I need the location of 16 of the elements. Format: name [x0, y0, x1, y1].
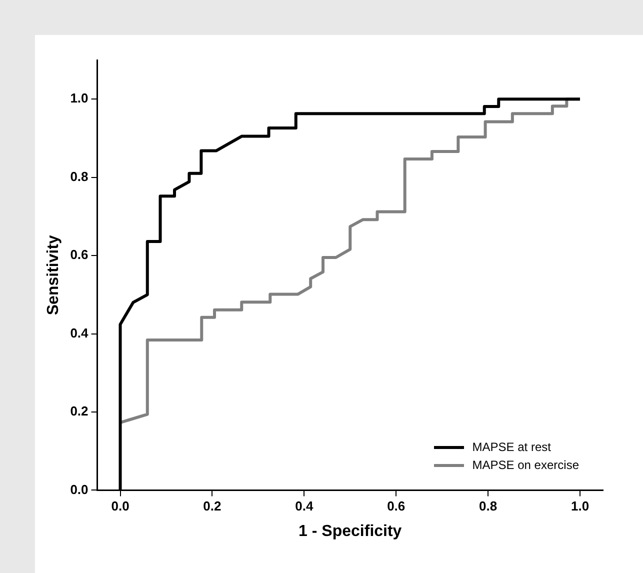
x-tick-label: 0.6: [387, 498, 406, 514]
legend-label: MAPSE on exercise: [472, 458, 579, 472]
y-tick-label: 0.6: [70, 247, 88, 262]
y-tick-label: 0.2: [70, 404, 88, 419]
x-tick-label: 1.0: [570, 498, 590, 514]
x-axis-title: 1 - Specificity: [298, 522, 402, 540]
x-tick-label: 0.4: [295, 498, 314, 514]
y-axis-title: Sensitivity: [45, 234, 62, 316]
x-tick-label: 0.2: [203, 498, 222, 514]
y-tick-label: 0.0: [70, 482, 88, 497]
y-tick-label: 1.0: [70, 90, 88, 106]
x-tick-label: 0.0: [111, 498, 130, 514]
y-tick-label: 0.4: [70, 325, 90, 340]
legend-label: MAPSE at rest: [472, 440, 551, 454]
y-tick-label: 0.8: [70, 168, 88, 184]
x-tick-label: 0.8: [479, 498, 498, 514]
